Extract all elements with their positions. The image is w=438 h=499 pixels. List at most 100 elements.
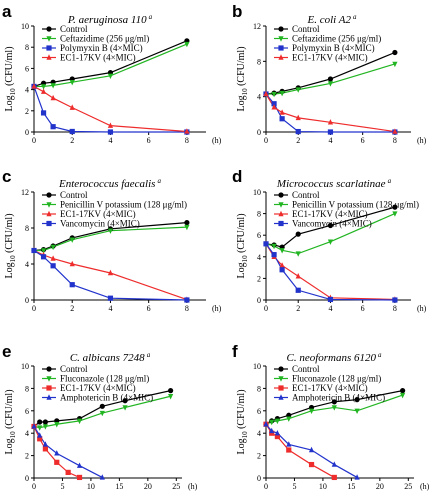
panel-title: C. neoformans 6120 a bbox=[286, 351, 382, 364]
y-axis-label: Log10 (CFU/ml) bbox=[4, 389, 17, 454]
data-point-s0 bbox=[354, 397, 360, 403]
data-point-s3 bbox=[274, 430, 280, 436]
y-tick-label: 4 bbox=[257, 429, 261, 438]
data-point-s3 bbox=[263, 421, 269, 427]
data-point-s2 bbox=[69, 128, 75, 135]
data-point-s3 bbox=[308, 446, 315, 453]
x-tick-label: 6 bbox=[361, 304, 365, 313]
legend-entry: Penicillin V potassium (128 μg/ml) bbox=[292, 200, 419, 210]
legend-marker bbox=[278, 26, 284, 32]
x-axis-unit: (h) bbox=[420, 482, 430, 491]
y-tick-label: 4 bbox=[25, 86, 29, 95]
data-point-s1 bbox=[37, 425, 43, 431]
data-point-s1 bbox=[107, 73, 114, 80]
legend-marker bbox=[46, 385, 52, 391]
series-line-3 bbox=[33, 426, 103, 478]
data-point-s2 bbox=[279, 116, 285, 122]
y-tick-label: 0 bbox=[257, 296, 261, 305]
data-point-s2 bbox=[295, 128, 301, 135]
legend-entry: Control bbox=[292, 190, 320, 200]
legend-marker bbox=[46, 366, 52, 372]
data-point-s0 bbox=[37, 419, 43, 425]
legend-marker bbox=[46, 54, 52, 60]
legend-entry: Vancomycin (4×MIC) bbox=[60, 219, 140, 229]
x-tick-label: 0 bbox=[264, 482, 268, 491]
panel-title: C. albicans 7248 a bbox=[70, 351, 151, 364]
x-axis-unit: (h) bbox=[417, 304, 427, 313]
panel-c: c Enterococcus faecalis a 0 4 8 12 0 2 4 6 8 (h) Log1… bbox=[2, 167, 222, 313]
data-point-s2 bbox=[286, 447, 292, 453]
panel-f: f C. neoformans 6120 a 0 2 4 6 8 10 0 5 10 15 20 25 (h)… bbox=[232, 342, 430, 491]
x-tick-label: 0 bbox=[32, 482, 36, 491]
data-point-s1 bbox=[327, 239, 334, 245]
y-tick-label: 2 bbox=[25, 107, 29, 116]
data-point-s1 bbox=[40, 84, 47, 90]
data-point-s1 bbox=[99, 410, 105, 417]
legend-entry: Polymyxin B (4×MIC) bbox=[60, 43, 143, 53]
x-tick-label: 8 bbox=[393, 136, 397, 145]
y-tick-label: 0 bbox=[25, 474, 29, 483]
panel-label: d bbox=[232, 167, 242, 186]
data-point-s3 bbox=[286, 441, 292, 447]
series-line-1 bbox=[34, 43, 188, 88]
legend-marker bbox=[46, 26, 52, 32]
data-point-s1 bbox=[274, 418, 280, 425]
data-point-s0 bbox=[184, 220, 190, 226]
legend-marker bbox=[278, 45, 284, 51]
data-point-s3 bbox=[331, 461, 337, 467]
data-point-s3 bbox=[184, 128, 190, 134]
x-tick-label: 2 bbox=[296, 304, 300, 313]
data-point-s3 bbox=[50, 94, 56, 101]
data-point-s1 bbox=[184, 224, 190, 231]
data-point-s3 bbox=[69, 282, 75, 288]
legend-entry: EC1-17KV (4×MIC) bbox=[60, 383, 136, 393]
x-tick-label: 0 bbox=[264, 136, 268, 145]
data-point-s3 bbox=[327, 296, 334, 303]
data-point-s0 bbox=[392, 49, 398, 56]
y-tick-label: 8 bbox=[25, 43, 29, 52]
x-tick-label: 20 bbox=[376, 482, 384, 491]
y-axis-label: Log10 (CFU/ml) bbox=[236, 46, 249, 111]
data-point-s0 bbox=[99, 403, 105, 409]
data-point-s2 bbox=[69, 260, 75, 267]
data-point-s2 bbox=[269, 430, 275, 436]
x-tick-label: 10 bbox=[319, 482, 327, 491]
y-tick-label: 6 bbox=[25, 407, 29, 416]
data-point-s0 bbox=[122, 398, 128, 404]
data-point-s0 bbox=[168, 388, 174, 394]
legend-entry: Fluconazole (128 μg/ml) bbox=[292, 374, 381, 384]
legend-marker bbox=[46, 394, 52, 400]
x-tick-label: 15 bbox=[347, 482, 355, 491]
data-point-s3 bbox=[295, 114, 301, 121]
data-point-s2 bbox=[279, 262, 285, 268]
y-tick-label: 8 bbox=[25, 224, 29, 233]
legend-marker bbox=[46, 45, 52, 51]
x-axis-unit: (h) bbox=[212, 304, 222, 313]
data-point-s3 bbox=[31, 83, 37, 89]
legend-entry: EC1-17KV (4×MIC) bbox=[292, 383, 368, 393]
data-point-s2 bbox=[327, 129, 334, 135]
data-point-s3 bbox=[69, 104, 75, 110]
series-line-3 bbox=[265, 243, 395, 301]
data-point-s3 bbox=[263, 241, 269, 247]
data-point-s1 bbox=[354, 408, 360, 414]
data-point-s1 bbox=[295, 87, 301, 93]
data-point-s3 bbox=[37, 432, 43, 438]
data-point-s1 bbox=[392, 61, 398, 68]
panel-label: b bbox=[232, 2, 242, 21]
data-point-s1 bbox=[54, 422, 60, 428]
x-axis-unit: (h) bbox=[212, 136, 222, 145]
data-point-s0 bbox=[331, 399, 337, 405]
x-axis-unit: (h) bbox=[417, 136, 427, 145]
legend-entry: EC1-17KV (4×MIC) bbox=[60, 53, 136, 63]
data-point-s1 bbox=[69, 79, 75, 86]
data-point-s2 bbox=[76, 474, 83, 481]
y-tick-label: 2 bbox=[257, 274, 261, 283]
data-point-s0 bbox=[327, 76, 334, 82]
data-point-s1 bbox=[69, 237, 75, 243]
x-tick-label: 6 bbox=[361, 136, 365, 145]
x-tick-label: 2 bbox=[70, 136, 74, 145]
x-tick-label: 15 bbox=[115, 482, 123, 491]
data-point-s2 bbox=[308, 461, 315, 468]
panel-label: c bbox=[2, 167, 11, 186]
